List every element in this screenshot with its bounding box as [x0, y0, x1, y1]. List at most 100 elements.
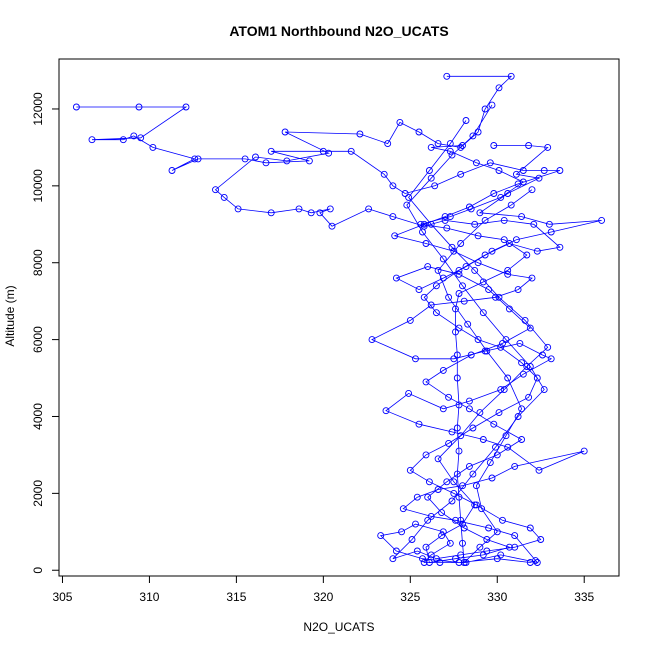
series-layer — [72, 72, 606, 566]
data-point — [220, 193, 228, 201]
data-point — [403, 201, 411, 209]
data-point — [422, 451, 430, 459]
data-point — [505, 305, 513, 313]
data-point — [511, 532, 519, 540]
data-point — [485, 286, 493, 294]
data-point — [476, 543, 484, 551]
data-point — [439, 366, 447, 374]
data-point — [500, 236, 508, 244]
data-point — [462, 559, 470, 566]
y-tick-label: 8000 — [31, 249, 45, 276]
data-point — [427, 512, 435, 520]
x-tick-label: 315 — [226, 590, 246, 604]
data-point — [514, 286, 522, 294]
data-point — [499, 339, 506, 347]
data-point — [500, 216, 508, 224]
data-point — [427, 551, 435, 559]
data-point — [396, 118, 404, 126]
data-point — [182, 103, 190, 111]
data-point — [419, 228, 426, 236]
data-point — [436, 559, 444, 566]
y-axis: 0 2000 4000 6000 8000 10000 12000 — [31, 92, 60, 574]
series-line — [420, 145, 533, 564]
data-point — [462, 117, 470, 124]
data-point — [512, 236, 520, 244]
data-point — [479, 436, 487, 443]
data-point — [212, 186, 219, 194]
data-point — [450, 478, 458, 486]
data-point — [495, 167, 503, 174]
y-tick-label: 6000 — [31, 326, 45, 353]
data-point — [365, 205, 373, 213]
data-point — [389, 182, 397, 190]
x-axis: 305 310 315 320 325 330 335 — [52, 575, 595, 604]
series-line — [214, 75, 561, 560]
data-point — [469, 470, 477, 478]
data-point — [347, 147, 355, 155]
data-point — [450, 355, 458, 363]
data-point — [425, 559, 433, 566]
data-point — [241, 155, 249, 163]
data-point — [493, 528, 501, 536]
data-point — [507, 72, 515, 80]
data-point — [476, 209, 484, 217]
data-point — [540, 167, 548, 174]
data-point — [472, 159, 480, 167]
data-point — [465, 397, 473, 405]
data-point — [88, 136, 96, 144]
data-point — [474, 232, 482, 240]
series-3 — [392, 117, 606, 566]
data-point — [305, 157, 313, 165]
data-point — [459, 282, 466, 290]
data-point — [443, 72, 451, 80]
data-point — [512, 170, 520, 178]
data-point — [415, 286, 423, 294]
data-point — [535, 174, 543, 182]
data-point — [516, 339, 524, 347]
data-point — [488, 474, 496, 482]
data-point — [490, 142, 498, 149]
data-point — [406, 466, 414, 474]
data-point — [504, 374, 512, 382]
data-point — [448, 243, 456, 251]
data-point — [490, 420, 498, 428]
data-point — [455, 290, 463, 297]
data-point — [307, 209, 315, 217]
series-line — [395, 120, 602, 563]
data-point — [445, 293, 453, 301]
data-point — [267, 147, 275, 155]
data-point — [450, 489, 458, 497]
data-point — [528, 274, 536, 282]
data-point — [445, 439, 453, 447]
data-point — [439, 405, 447, 413]
data-point — [486, 159, 494, 167]
x-tick-label: 305 — [52, 590, 72, 604]
data-point — [137, 134, 145, 142]
data-point — [413, 547, 421, 555]
data-point — [443, 478, 451, 486]
data-point — [405, 193, 413, 201]
data-point — [432, 282, 440, 290]
data-point — [452, 555, 459, 563]
data-point — [521, 316, 529, 324]
data-point — [462, 263, 470, 271]
data-point — [474, 336, 482, 344]
data-point — [452, 328, 459, 336]
data-point — [281, 128, 289, 136]
data-point — [526, 524, 534, 532]
data-point — [511, 543, 519, 551]
x-tick-label: 330 — [487, 590, 507, 604]
data-point — [485, 524, 493, 532]
data-point — [377, 532, 385, 540]
data-point — [194, 155, 202, 163]
data-point — [478, 505, 486, 513]
data-point — [446, 539, 454, 547]
data-point — [382, 407, 390, 415]
data-point — [535, 466, 543, 474]
data-point — [455, 493, 463, 501]
data-point — [398, 528, 406, 536]
data-point — [455, 324, 463, 332]
data-point — [119, 136, 127, 144]
data-point — [328, 222, 336, 230]
data-point — [424, 263, 432, 271]
